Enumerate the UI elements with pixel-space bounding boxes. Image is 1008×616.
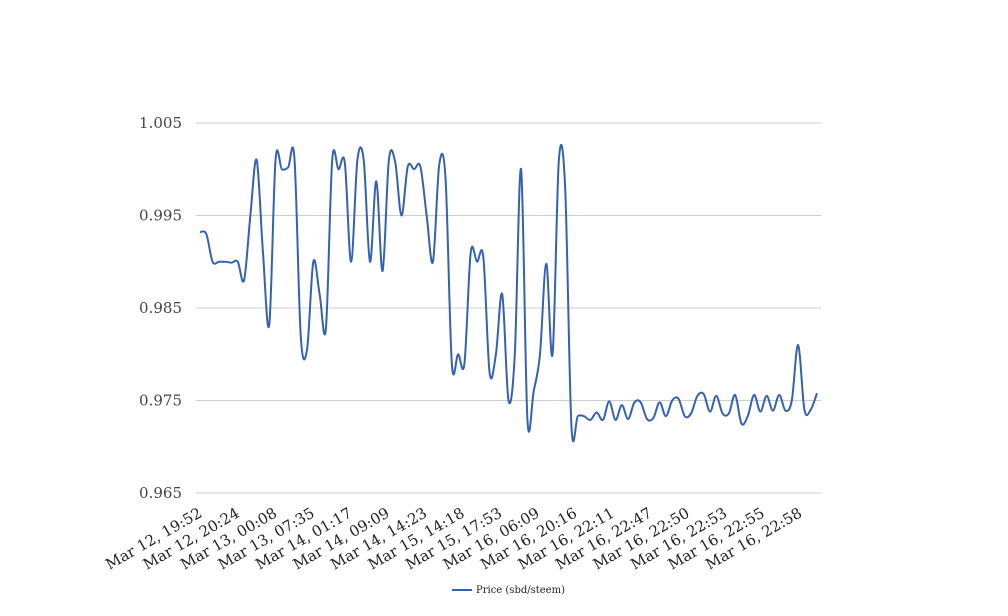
y-tick-label: 1.005 — [139, 114, 182, 132]
legend-label: Price (sbd/steem) — [476, 585, 565, 596]
y-tick-label: 0.975 — [139, 392, 182, 410]
y-tick-label: 0.965 — [139, 484, 182, 502]
y-axis-ticks: 0.965 0.975 0.985 0.995 1.005 — [139, 114, 182, 502]
legend[interactable]: Price (sbd/steem) — [452, 585, 565, 596]
y-tick-label: 0.985 — [139, 299, 182, 317]
series-layer — [199, 143, 818, 443]
y-tick-label: 0.995 — [139, 207, 182, 225]
series-line — [199, 143, 818, 443]
gridlines — [196, 122, 821, 494]
